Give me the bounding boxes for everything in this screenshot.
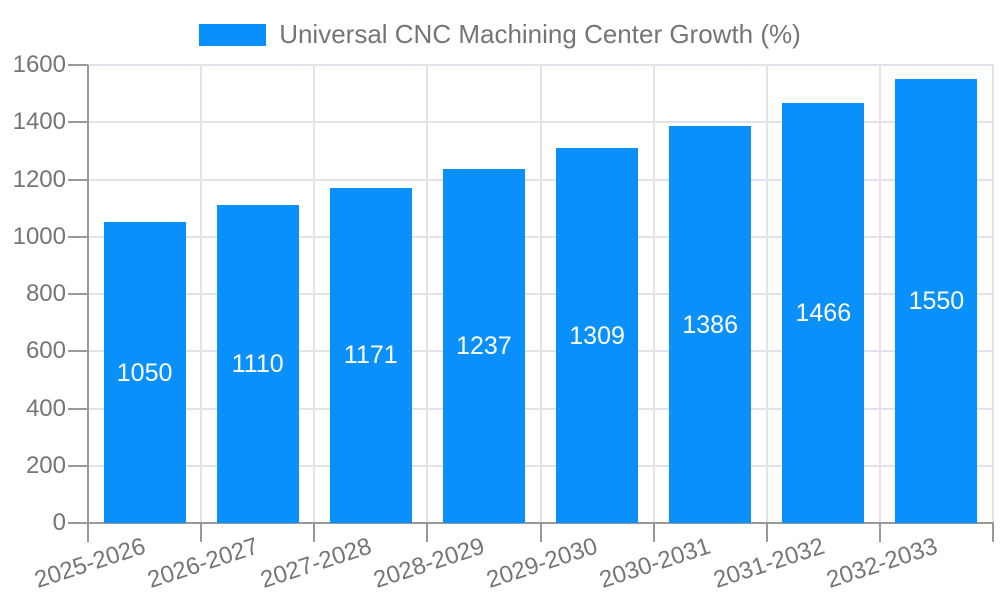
gridline-vertical bbox=[200, 65, 203, 523]
gridline-vertical bbox=[313, 65, 316, 523]
y-axis-label: 1200 bbox=[12, 165, 66, 193]
bar[interactable] bbox=[782, 103, 865, 523]
y-axis-label: 1600 bbox=[12, 51, 66, 78]
x-axis-tick bbox=[539, 523, 542, 542]
gridline-vertical bbox=[426, 65, 429, 523]
bar[interactable] bbox=[556, 148, 639, 523]
x-axis-label: 2031-2032 bbox=[709, 532, 828, 594]
bar-value-label: 1550 bbox=[908, 287, 965, 316]
y-axis-label: 600 bbox=[25, 337, 66, 365]
y-axis-label: 200 bbox=[25, 451, 66, 479]
gridline-vertical bbox=[992, 65, 994, 523]
x-axis-label: 2030-2031 bbox=[596, 532, 715, 594]
x-axis-tick bbox=[313, 523, 316, 542]
x-axis-label: 2027-2028 bbox=[257, 532, 375, 594]
x-axis-tick bbox=[200, 523, 203, 542]
bar[interactable] bbox=[442, 168, 525, 523]
legend-swatch-icon bbox=[199, 23, 267, 46]
x-axis-tick bbox=[992, 523, 994, 542]
bar[interactable] bbox=[216, 205, 299, 523]
y-axis-tick bbox=[68, 464, 88, 467]
y-axis-label: 400 bbox=[25, 394, 66, 422]
gridline-vertical bbox=[539, 65, 542, 523]
y-axis-tick bbox=[68, 407, 88, 410]
bar[interactable] bbox=[329, 187, 412, 523]
y-axis-label: 0 bbox=[52, 509, 66, 536]
x-axis-tick bbox=[765, 523, 768, 542]
bar-value-label: 1386 bbox=[682, 310, 738, 339]
y-axis-tick bbox=[68, 64, 88, 66]
bar[interactable] bbox=[103, 222, 186, 523]
x-axis-label: 2026-2027 bbox=[144, 532, 262, 594]
bar-value-label: 1466 bbox=[795, 299, 852, 328]
x-axis-tick bbox=[652, 523, 655, 542]
y-axis-tick bbox=[68, 350, 88, 353]
y-axis-tick bbox=[68, 235, 88, 238]
bar[interactable] bbox=[895, 79, 978, 523]
x-axis-tick bbox=[878, 523, 881, 542]
gridline-vertical bbox=[765, 65, 768, 523]
y-axis-label: 800 bbox=[25, 280, 66, 307]
bar-value-label: 1050 bbox=[116, 358, 173, 387]
bar-value-label: 1110 bbox=[231, 350, 284, 379]
y-axis-label: 1400 bbox=[12, 108, 66, 136]
y-axis-tick bbox=[68, 522, 88, 524]
x-axis-label: 2032-2033 bbox=[822, 532, 941, 594]
gridline-vertical bbox=[652, 65, 655, 523]
y-axis-tick bbox=[68, 178, 88, 181]
gridline-vertical bbox=[878, 65, 881, 523]
y-axis-tick bbox=[68, 121, 88, 124]
bar-value-label: 1237 bbox=[456, 332, 512, 360]
legend[interactable]: Universal CNC Machining Center Growth (%… bbox=[0, 19, 1000, 50]
x-axis-label: 2029-2030 bbox=[483, 532, 602, 594]
x-axis-tick bbox=[426, 523, 429, 542]
bar-value-label: 1171 bbox=[343, 341, 398, 370]
x-axis-label: 2028-2029 bbox=[370, 532, 488, 594]
bar[interactable] bbox=[669, 126, 752, 523]
x-axis-line bbox=[87, 522, 994, 524]
legend-label: Universal CNC Machining Center Growth (%… bbox=[279, 19, 801, 49]
x-axis-label: 2025-2026 bbox=[31, 532, 149, 594]
y-axis-line bbox=[87, 65, 89, 542]
y-axis-tick bbox=[68, 293, 88, 295]
bar-value-label: 1309 bbox=[569, 321, 625, 350]
y-axis-label: 1000 bbox=[12, 222, 66, 250]
